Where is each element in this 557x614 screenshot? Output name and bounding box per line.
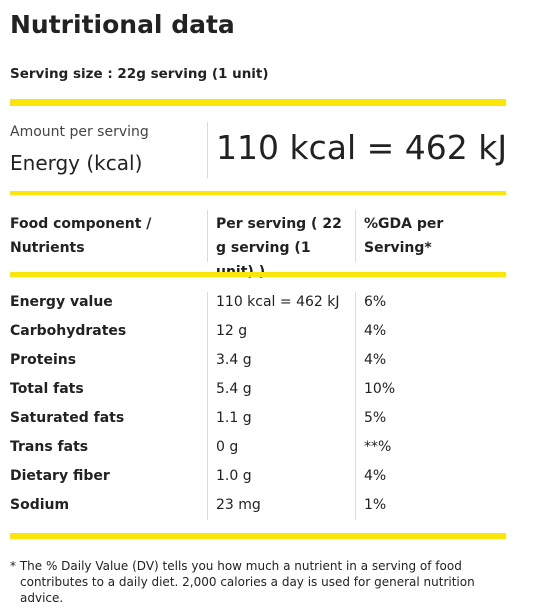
table-cell: 110 kcal = 462 kJ	[216, 294, 340, 310]
table-cell: 3.4 g	[216, 352, 252, 368]
summary-value: 110 kcal = 462 kJ	[216, 128, 508, 167]
table-cell: 10%	[364, 381, 396, 397]
table-cell: Saturated fats	[10, 410, 125, 426]
table-cell: Sodium	[10, 497, 70, 513]
table-cell: Energy value	[10, 294, 113, 310]
table-cell: 5.4 g	[216, 381, 252, 397]
divider	[355, 292, 356, 520]
footnote: * The % Daily Value (DV) tells you how m…	[10, 559, 475, 605]
table-cell: 6%	[364, 294, 387, 310]
table-cell: Proteins	[10, 352, 77, 368]
header-cell: Food component / Nutrients	[10, 216, 152, 256]
table-cell: 5%	[364, 410, 387, 426]
table-cell: 23 mg	[216, 497, 261, 513]
divider	[10, 533, 506, 539]
divider	[10, 272, 506, 277]
table-cell: 4%	[364, 352, 387, 368]
title: Nutritional data	[10, 10, 235, 39]
table-cell: Total fats	[10, 381, 84, 397]
divider	[10, 191, 506, 195]
table-cell: 0 g	[216, 439, 239, 455]
table-cell: Dietary fiber	[10, 468, 110, 484]
summary-label: Amount per serving	[10, 124, 149, 140]
divider	[207, 292, 208, 520]
table-cell: 4%	[364, 468, 387, 484]
serving-size: Serving size : 22g serving (1 unit)	[10, 66, 269, 82]
table-cell: 1%	[364, 497, 387, 513]
divider	[207, 210, 208, 262]
table-cell: **%	[364, 439, 392, 455]
table-cell: 1.0 g	[216, 468, 252, 484]
header-cell: %GDA per Serving*	[364, 216, 444, 256]
table-cell: 1.1 g	[216, 410, 252, 426]
table-cell: Carbohydrates	[10, 323, 127, 339]
divider	[10, 99, 506, 106]
table-cell: Trans fats	[10, 439, 89, 455]
divider	[207, 122, 208, 178]
table-cell: 4%	[364, 323, 387, 339]
divider	[355, 210, 356, 262]
table-cell: 12 g	[216, 323, 248, 339]
summary-name: Energy (kcal)	[10, 151, 143, 175]
